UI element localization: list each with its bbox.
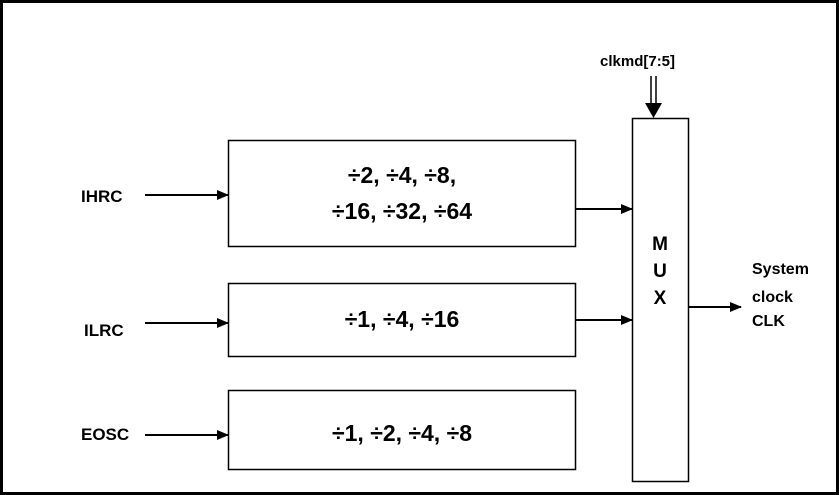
ilrc-divider-text: ÷1, ÷4, ÷16 — [345, 306, 460, 332]
eosc-divider-box — [227, 389, 577, 471]
mux-letter-u: U — [653, 261, 667, 282]
output-label-line3: CLK — [752, 313, 785, 330]
mux-select-arrowhead — [645, 103, 662, 118]
ilrc-divider-box — [227, 282, 577, 358]
ihrc-divider-box — [227, 139, 577, 248]
input-label-eosc: EOSC — [81, 425, 129, 444]
eosc-divider-text: ÷1, ÷2, ÷4, ÷8 — [332, 420, 472, 446]
output-label-line1: System — [752, 261, 809, 278]
output-label-line2: clock — [752, 289, 793, 306]
mux-select-label: clkmd[7:5] — [600, 53, 675, 70]
mux-letter-x: X — [654, 288, 667, 309]
input-label-ilrc: ILRC — [84, 321, 124, 340]
mux-letter-m: M — [652, 234, 668, 255]
ihrc-divider-text-line1: ÷2, ÷4, ÷8, — [348, 162, 456, 188]
input-label-ihrc: IHRC — [81, 187, 123, 206]
ihrc-divider-text-line2: ÷16, ÷32, ÷64 — [332, 198, 472, 224]
mux-block — [631, 117, 690, 483]
